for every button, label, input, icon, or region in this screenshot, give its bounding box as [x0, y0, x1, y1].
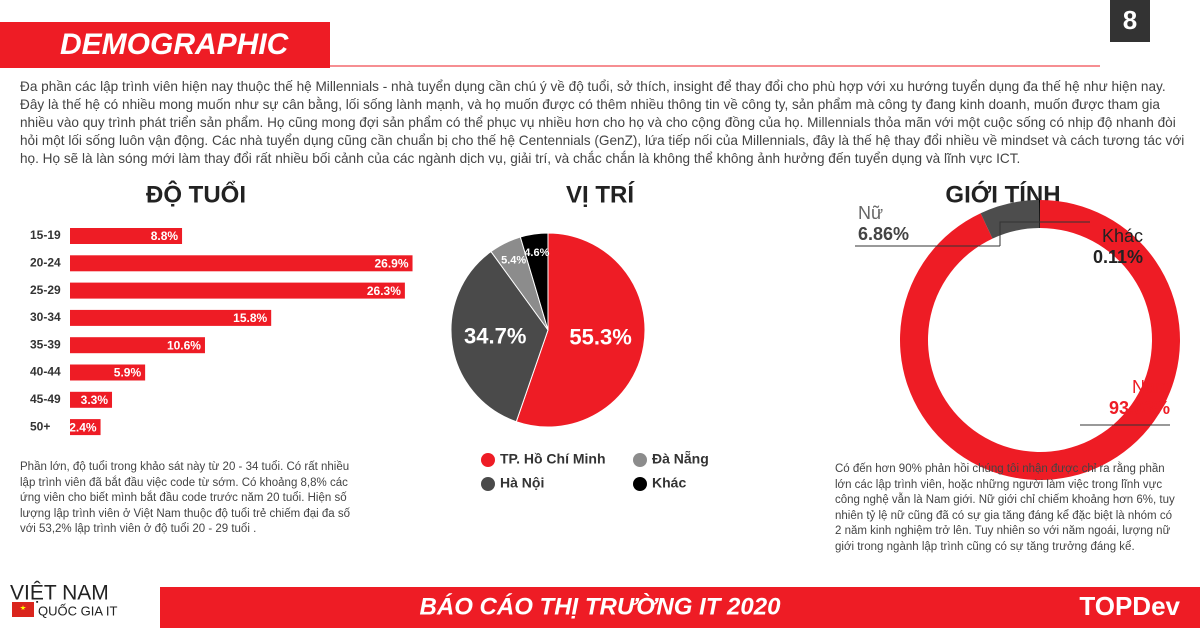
- category-label: Nam: [1132, 377, 1170, 397]
- pie-slice: [450, 250, 549, 423]
- page-number: 8: [1123, 5, 1137, 35]
- intro-text: Đa phần các lập trình viên hiện nay thuộ…: [20, 79, 1185, 166]
- footer-band: [160, 587, 1200, 628]
- footer-logo: TOPDev: [1079, 591, 1180, 621]
- value-label: 5.9%: [114, 366, 142, 380]
- legend-label: Khác: [652, 475, 686, 491]
- donut-slice: [980, 200, 1040, 239]
- value-label: 5.4%: [501, 254, 526, 266]
- legend-swatch: [481, 453, 495, 467]
- legend-swatch: [633, 453, 647, 467]
- flag-star: [20, 605, 26, 610]
- y-tick-label: 50+: [30, 419, 50, 433]
- value-label: 8.8%: [151, 229, 179, 243]
- y-tick-label: 45-49: [30, 392, 61, 406]
- bar: [70, 419, 101, 436]
- header-band: [0, 22, 330, 68]
- y-tick-label: 35-39: [30, 337, 61, 351]
- legend-label: TP. Hồ Chí Minh: [500, 451, 606, 467]
- bar: [70, 228, 183, 244]
- footer-title: BÁO CÁO THỊ TRƯỜNG IT 2020: [420, 592, 782, 620]
- value-label: 34.7%: [464, 324, 526, 349]
- value-label: 26.3%: [367, 284, 401, 298]
- leader-line: [999, 221, 1090, 246]
- value-label: 0.11%: [1093, 247, 1143, 267]
- page-box: [1110, 0, 1150, 42]
- pie-slice: [519, 232, 549, 331]
- value-label: 15.8%: [233, 311, 267, 325]
- value-label: 26.9%: [374, 256, 408, 270]
- value-label: 55.3%: [569, 325, 631, 350]
- value-label: 4.6%: [524, 247, 549, 259]
- bar: [70, 364, 146, 381]
- bar: [70, 282, 405, 299]
- header-title: DEMOGRAPHIC: [60, 28, 290, 61]
- category-label: Khác: [1102, 226, 1143, 246]
- bar: [70, 337, 205, 354]
- bar: [70, 255, 413, 272]
- gender-note: Có đến hơn 90% phản hồi chúng tôi nhận đ…: [835, 463, 1175, 553]
- flag: [12, 602, 34, 617]
- age-note: Phần lớn, độ tuổi trong khảo sát này từ …: [20, 461, 351, 535]
- y-tick-label: 25-29: [30, 283, 61, 297]
- donut-slice: [1039, 200, 1040, 229]
- chart-title: VỊ TRÍ: [566, 180, 635, 208]
- legend-swatch: [481, 477, 495, 491]
- value-label: 10.6%: [167, 338, 201, 352]
- y-tick-label: 15-19: [30, 228, 61, 242]
- legend-label: Hà Nội: [500, 475, 544, 491]
- value-label: 6.86%: [858, 224, 909, 244]
- value-label: 2.4%: [69, 420, 97, 434]
- legend-label: Đà Nẵng: [652, 450, 709, 467]
- y-tick-label: 40-44: [30, 365, 61, 379]
- value-label: 93.03%: [1109, 398, 1170, 418]
- legend-swatch: [633, 477, 647, 491]
- category-label: Nữ: [858, 203, 883, 223]
- value-label: 3.3%: [81, 393, 109, 407]
- brand: VIỆT NAM: [10, 582, 109, 605]
- y-tick-label: 30-34: [30, 310, 61, 324]
- chart-title: ĐỘ TUỔI: [146, 180, 246, 208]
- y-tick-label: 20-24: [30, 255, 61, 269]
- brand-sub: QUỐC GIA IT: [38, 603, 118, 618]
- bar: [70, 391, 113, 408]
- bar: [70, 309, 272, 326]
